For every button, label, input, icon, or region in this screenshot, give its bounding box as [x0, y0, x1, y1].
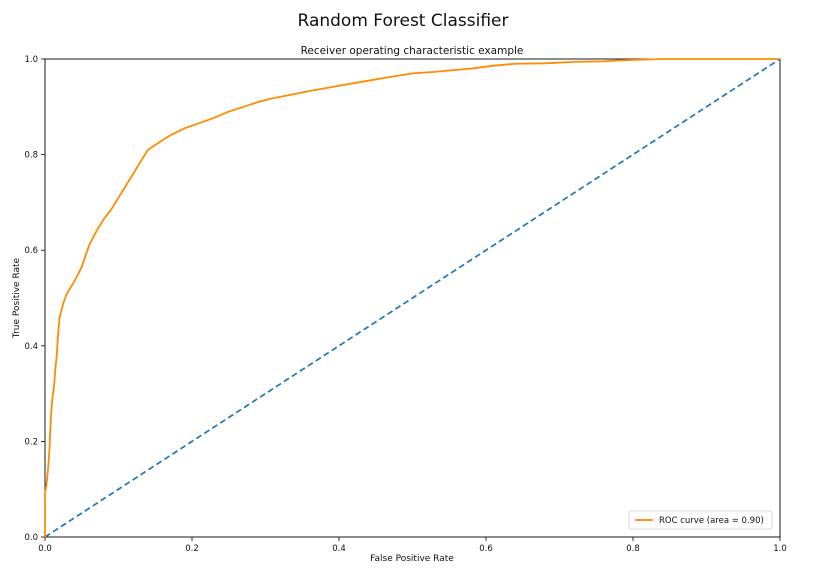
- legend-box: [628, 510, 773, 530]
- y-tick-label: 0.0: [24, 533, 38, 543]
- x-tick-label: 0.2: [185, 544, 199, 554]
- x-tick-label: 1.0: [773, 544, 787, 554]
- roc-curve-line: [44, 58, 780, 537]
- y-tick-label: 1.0: [24, 55, 38, 65]
- plot-frame: [44, 58, 781, 538]
- y-tick-label: 0.2: [24, 437, 38, 447]
- x-tick-label: 0.4: [332, 544, 346, 554]
- chart-title: Receiver operating characteristic exampl…: [301, 45, 524, 57]
- y-axis-label: True Positive Rate: [12, 257, 22, 339]
- chance-diagonal-line: [44, 58, 781, 538]
- x-tick-label: 0.8: [626, 544, 640, 554]
- legend-label: ROC curve (area = 0.90): [659, 516, 764, 526]
- x-tick-label: 0.6: [479, 544, 493, 554]
- y-tick-label: 0.4: [24, 342, 38, 352]
- x-tick-label: 0.0: [38, 544, 52, 554]
- x-axis-label: False Positive Rate: [370, 554, 454, 564]
- y-tick-label: 0.8: [24, 151, 38, 161]
- figure-suptitle: Random Forest Classifier: [298, 11, 509, 31]
- plot-area: 0.0 0.2 0.4 0.6 0.8 1.0 0.0 0.2 0.4 0.6 0.8 1.0 ROC …: [24, 55, 786, 554]
- y-tick-label: 0.6: [24, 246, 38, 256]
